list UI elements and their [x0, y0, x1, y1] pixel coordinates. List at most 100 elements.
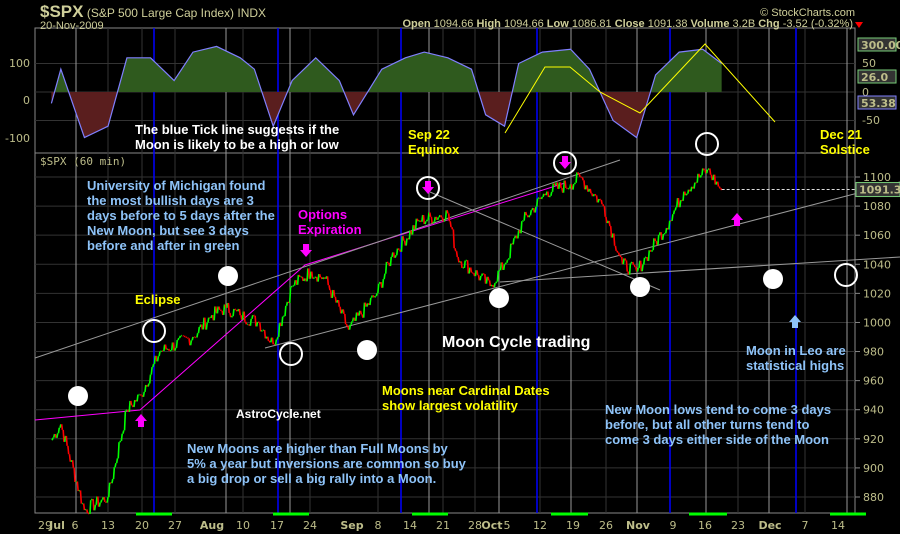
solstice-note: Dec 21 Solstice — [820, 127, 870, 157]
price-segment — [314, 276, 317, 279]
price-segment — [312, 277, 315, 280]
index-name: (S&P 500 Large Cap Index) — [86, 6, 235, 20]
price-segment — [709, 168, 712, 175]
price-segment — [617, 252, 621, 256]
price-segment — [156, 355, 160, 362]
price-tick-label: 920 — [863, 433, 884, 446]
date-tick-label: 20 — [135, 519, 149, 532]
new-moon-icon — [142, 319, 166, 343]
new-moon-icon — [695, 132, 719, 156]
price-segment — [710, 174, 713, 181]
price-segment — [674, 207, 677, 211]
price-segment — [460, 261, 463, 269]
price-segment — [309, 271, 312, 279]
price-segment — [696, 173, 699, 183]
price-segment — [213, 306, 216, 321]
price-segment — [380, 281, 383, 288]
price-segment — [581, 177, 584, 181]
price-segment — [322, 277, 325, 280]
price-segment — [141, 394, 144, 398]
new-vs-full-note: New Moons are higher than Full Moons by … — [187, 441, 466, 486]
tick-line — [50, 45, 723, 139]
price-segment — [230, 315, 233, 318]
title-bar: $SPX (S&P 500 Large Cap Index) INDX — [40, 2, 266, 22]
price-segment — [693, 182, 696, 189]
date-tick-label: 19 — [566, 519, 580, 532]
price-segment — [570, 184, 573, 190]
price-segment — [310, 271, 314, 279]
price-tick-label: 1020 — [863, 287, 891, 300]
price-segment — [664, 227, 668, 234]
price-segment — [501, 262, 504, 271]
price-segment — [155, 355, 158, 362]
gray-trendline — [34, 159, 621, 359]
gray-trendline — [264, 181, 900, 349]
price-segment — [142, 391, 146, 397]
price-segment — [362, 302, 366, 318]
price-segment — [712, 174, 715, 181]
price-segment — [554, 182, 558, 186]
price-segment — [428, 212, 432, 217]
price-segment — [672, 210, 676, 215]
price-tick-label: 900 — [863, 462, 884, 475]
price-segment — [515, 235, 518, 239]
price-segment — [430, 216, 433, 224]
price-segment — [202, 317, 205, 330]
tick-positive-area — [51, 46, 722, 92]
price-segment — [606, 220, 610, 224]
price-segment — [131, 404, 134, 408]
price-segment — [425, 219, 429, 222]
price-segment — [419, 220, 422, 223]
price-segment — [337, 299, 341, 307]
exchange: INDX — [237, 6, 267, 20]
price-segment — [690, 186, 693, 192]
price-segment — [457, 256, 460, 263]
umich-note: University of Michigan found the most bu… — [87, 178, 275, 253]
price-segment — [238, 308, 241, 316]
price-segment — [293, 280, 297, 286]
price-segment — [216, 306, 219, 314]
price-segment — [688, 189, 691, 192]
open-label: Open — [402, 18, 431, 30]
date-tick-label: 14 — [831, 519, 845, 532]
price-segment — [535, 198, 539, 207]
price-segment — [115, 458, 119, 464]
price-segment — [139, 393, 142, 396]
down-triangle-icon — [855, 22, 863, 28]
price-segment — [224, 304, 227, 309]
price-segment — [715, 181, 718, 185]
price-segment — [502, 264, 506, 271]
price-segment — [167, 348, 171, 352]
price-segment — [56, 433, 59, 438]
price-segment — [433, 216, 437, 223]
price-segment — [183, 335, 186, 338]
price-segment — [512, 238, 515, 245]
price-segment — [432, 221, 435, 224]
moon-cycle-title: Moon Cycle trading — [442, 334, 591, 351]
price-segment — [249, 318, 253, 326]
price-segment — [358, 310, 361, 316]
price-segment — [259, 322, 262, 332]
price-segment — [119, 440, 122, 443]
price-segment — [661, 233, 665, 240]
price-segment — [592, 193, 595, 197]
volume-label: Volume — [690, 18, 730, 30]
date-tick-label: Nov — [626, 519, 651, 532]
price-segment — [459, 260, 462, 263]
price-segment — [200, 324, 204, 330]
price-segment — [109, 482, 112, 484]
high-value: 1094.66 — [503, 18, 544, 30]
price-segment — [210, 314, 213, 319]
price-segment — [587, 188, 591, 192]
price-segment — [526, 214, 529, 218]
price-segment — [287, 301, 290, 304]
price-segment — [105, 501, 108, 504]
price-segment — [148, 374, 152, 384]
price-segment — [625, 260, 629, 272]
price-segment — [317, 274, 320, 282]
price-segment — [133, 400, 136, 408]
price-segment — [203, 317, 207, 330]
price-segment — [295, 280, 298, 285]
price-segment — [599, 198, 602, 201]
date-tick-label: 10 — [236, 519, 250, 532]
